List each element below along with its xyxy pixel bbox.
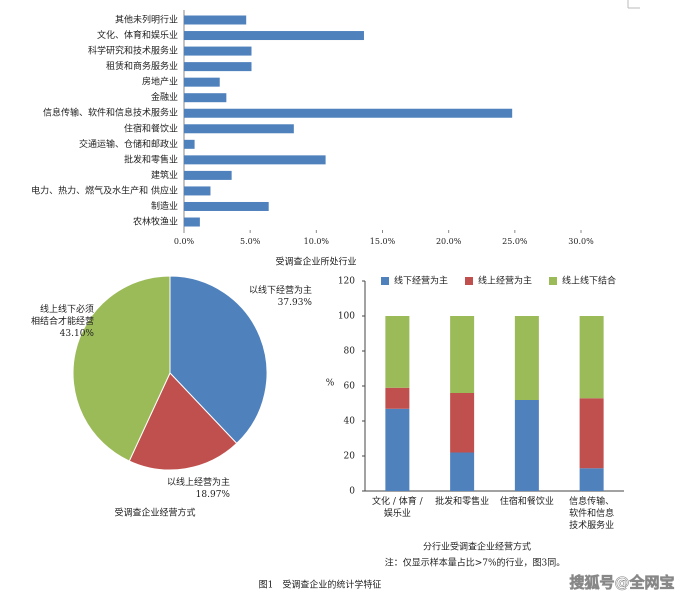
bar-segment bbox=[385, 408, 410, 491]
y-tick-label: 文化、体育和娱乐业 bbox=[97, 29, 178, 41]
y-tick-label: 农林牧渔业 bbox=[133, 216, 178, 228]
bar bbox=[184, 93, 227, 103]
y-tick-label: 交通运输、仓储和邮政业 bbox=[79, 138, 178, 150]
x-tick-label: 信息传输、 软件和信息 技术服务业 bbox=[569, 497, 615, 531]
pie-slice bbox=[72, 275, 171, 462]
bar bbox=[184, 155, 326, 165]
pie-label: 线上线下必须 相结合才能经营 43.10% bbox=[14, 304, 94, 340]
bar bbox=[184, 77, 220, 87]
x-tick-label: 10.0% bbox=[304, 237, 330, 246]
x-tick-label: 住宿和餐饮业 bbox=[499, 497, 554, 507]
bar bbox=[184, 124, 294, 134]
bar-segment bbox=[450, 452, 475, 491]
y-tick-label: 房地产业 bbox=[142, 76, 178, 88]
y-tick-label: 0 bbox=[349, 487, 355, 497]
x-tick-label: 批发和零售业 bbox=[435, 497, 490, 507]
bar-segment bbox=[514, 316, 539, 400]
legend-swatch bbox=[465, 277, 473, 285]
pie-label: 以线下经营为主 37.93% bbox=[232, 285, 312, 309]
x-tick-label: 文化 / 体育 / 娱乐业 bbox=[372, 497, 423, 519]
y-tick-label: 120 bbox=[338, 277, 355, 287]
bar-segment bbox=[514, 400, 539, 491]
x-tick-label: 5.0% bbox=[240, 237, 261, 246]
bar bbox=[184, 108, 513, 118]
y-tick-label: 20 bbox=[344, 452, 356, 462]
x-axis-label: 受调查企业所处行业 bbox=[275, 256, 356, 268]
bar bbox=[184, 186, 211, 196]
bar bbox=[184, 15, 247, 25]
bar bbox=[184, 31, 364, 41]
x-tick-label: 30.0% bbox=[568, 237, 594, 246]
x-tick-label: 15.0% bbox=[370, 237, 396, 246]
y-tick-label: 批发和零售业 bbox=[124, 153, 178, 165]
y-tick-label: 建筑业 bbox=[151, 169, 178, 181]
y-tick-label: 100 bbox=[338, 312, 355, 322]
y-tick-label: 制造业 bbox=[151, 200, 178, 212]
y-tick-label: 其他未列明行业 bbox=[115, 14, 178, 26]
bar-segment bbox=[579, 468, 604, 491]
y-tick-label: 租赁和商务服务业 bbox=[106, 60, 178, 72]
legend-label: 线下经营为主 bbox=[394, 275, 448, 287]
bar-segment bbox=[450, 393, 475, 453]
y-tick-label: 电力、热力、燃气及水生产和 供应业 bbox=[31, 184, 178, 196]
bar bbox=[184, 201, 269, 211]
legend-swatch bbox=[549, 277, 557, 285]
x-tick-label: 20.0% bbox=[436, 237, 462, 246]
slice-value: 18.97% bbox=[195, 490, 230, 500]
pie-slice bbox=[128, 372, 238, 471]
y-tick-label: 60 bbox=[344, 382, 356, 392]
bar-segment bbox=[385, 387, 410, 409]
slice-value: 37.93% bbox=[277, 298, 312, 308]
bar bbox=[184, 46, 252, 56]
bar bbox=[184, 62, 252, 72]
y-tick-label: 40 bbox=[344, 417, 356, 427]
y-axis-label: % bbox=[326, 379, 335, 389]
legend-label: 线上线下结合 bbox=[562, 275, 616, 287]
bar-segment bbox=[385, 316, 410, 388]
bar-segment bbox=[579, 398, 604, 469]
note: 注：仅显示样本量占比>7%的行业，图3同。 bbox=[385, 557, 566, 569]
legend-swatch bbox=[381, 277, 389, 285]
slice-name: 以线下经营为主 bbox=[248, 286, 312, 296]
x-tick-label: 25.0% bbox=[502, 237, 528, 246]
y-tick-label: 信息传输、软件和信息技术服务业 bbox=[43, 107, 178, 119]
legend-label: 线上经营为主 bbox=[478, 275, 532, 287]
slice-name: 线上线下必须 相结合才能经营 bbox=[30, 305, 94, 327]
bar-segment bbox=[579, 316, 604, 399]
chart-title: 分行业受调查企业经营方式 bbox=[423, 541, 531, 553]
chart-title: 受调查企业经营方式 bbox=[114, 507, 195, 519]
y-tick-label: 住宿和餐饮业 bbox=[124, 122, 178, 134]
caption: 图1 受调查企业的统计学特征 bbox=[259, 579, 382, 591]
bar bbox=[184, 139, 195, 149]
pie-slice bbox=[169, 275, 268, 445]
y-tick-label: 科学研究和技术服务业 bbox=[88, 45, 178, 57]
pie-label: 以线上经营为主 18.97% bbox=[150, 477, 230, 501]
slice-name: 以线上经营为主 bbox=[166, 478, 230, 488]
bar bbox=[184, 170, 232, 180]
watermark: 搜狐号@全网宝 bbox=[569, 574, 674, 592]
bar bbox=[184, 217, 200, 227]
x-tick-label: 0.0% bbox=[174, 237, 195, 246]
y-tick-label: 80 bbox=[344, 347, 356, 357]
y-tick-label: 金融业 bbox=[151, 91, 178, 103]
slice-value: 43.10% bbox=[59, 329, 94, 339]
bar-segment bbox=[450, 316, 475, 393]
